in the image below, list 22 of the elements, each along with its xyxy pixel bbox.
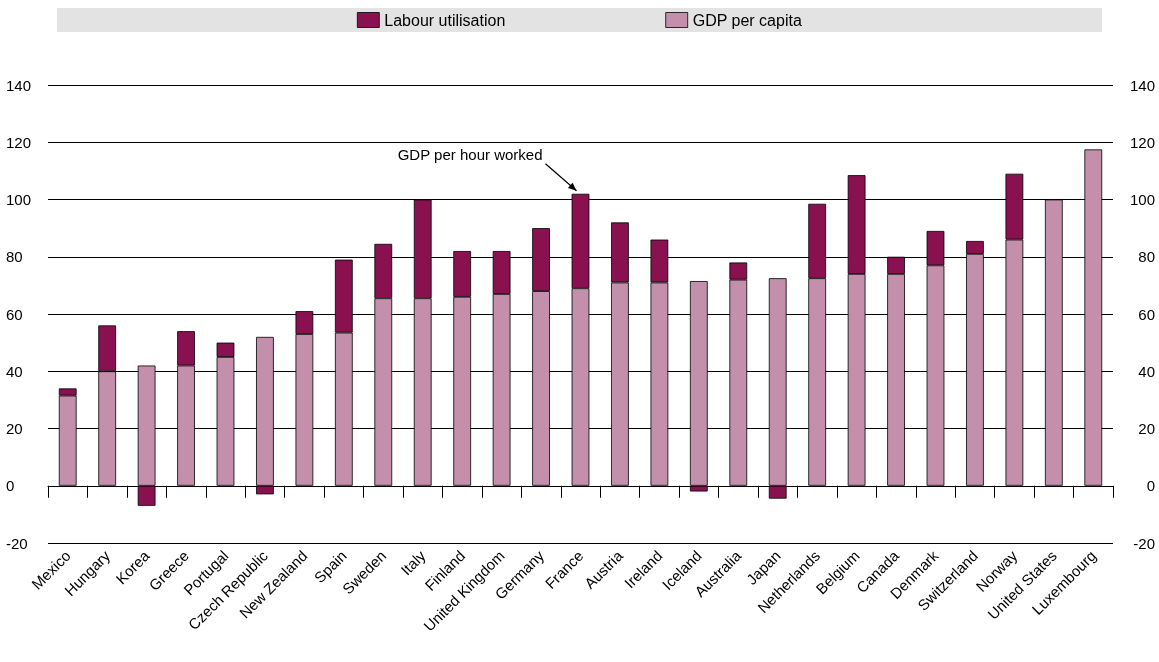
legend-label: Labour utilisation — [384, 11, 506, 29]
y2-tick-label: 140 — [1129, 76, 1155, 94]
y-tick-label: 80 — [6, 248, 23, 266]
y2-tick-label: 80 — [1138, 248, 1155, 266]
y-tick-label: 0 — [6, 477, 15, 495]
annotation: GDP per hour worked — [397, 146, 543, 164]
y2-tick-label: 60 — [1138, 305, 1155, 323]
y-tick-label: 100 — [6, 191, 32, 208]
y2-tick-label: 20 — [1138, 420, 1155, 437]
y-tick-label: 40 — [6, 362, 23, 380]
y-tick-label: 140 — [6, 76, 32, 94]
y2-tick-label: 100 — [1129, 191, 1155, 208]
y-tick-label: -20 — [6, 534, 28, 552]
x-tick-label: Italy — [397, 546, 430, 579]
y2-tick-label: 40 — [1138, 362, 1155, 380]
legend-label: GDP per capita — [692, 11, 802, 29]
y-tick-label: 120 — [6, 133, 32, 151]
y-tick-label: 60 — [6, 305, 23, 323]
y2-tick-label: 120 — [1129, 133, 1155, 151]
y2-tick-label: -20 — [1133, 534, 1155, 552]
y2-tick-label: 0 — [1146, 477, 1155, 495]
y-tick-label: 20 — [6, 420, 23, 437]
